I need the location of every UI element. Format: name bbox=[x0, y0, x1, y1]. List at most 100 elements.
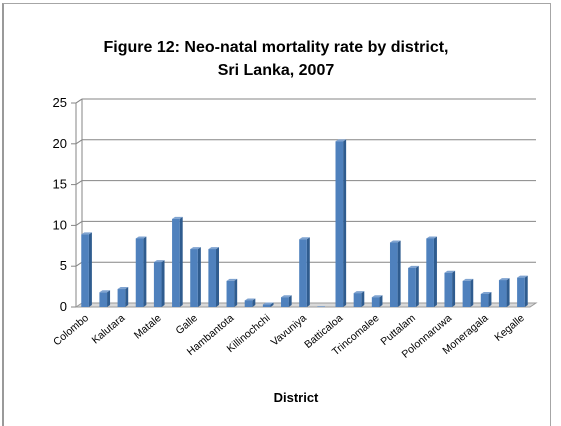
bar-top bbox=[498, 278, 510, 281]
bar bbox=[426, 236, 437, 307]
bar bbox=[281, 295, 292, 307]
bar-face bbox=[335, 141, 344, 307]
bar-top bbox=[117, 287, 129, 290]
bar-side bbox=[415, 265, 419, 307]
bar-top bbox=[226, 278, 238, 281]
bar-side bbox=[143, 236, 147, 307]
bar-face bbox=[353, 293, 362, 307]
bar-face bbox=[81, 234, 89, 307]
bar-face bbox=[99, 292, 108, 307]
bar-side bbox=[452, 270, 456, 307]
bar bbox=[262, 302, 274, 307]
bar-face bbox=[208, 249, 217, 307]
bar-side bbox=[270, 302, 274, 307]
bar-face bbox=[135, 238, 144, 307]
bar-side bbox=[379, 295, 383, 307]
bar-top bbox=[208, 247, 220, 250]
bar-face bbox=[371, 297, 380, 307]
bar-face bbox=[389, 242, 398, 307]
bar-top bbox=[244, 298, 256, 301]
bar bbox=[480, 291, 492, 307]
bar-top bbox=[99, 290, 111, 293]
bar bbox=[244, 298, 256, 307]
bar-top bbox=[153, 260, 165, 263]
bar bbox=[444, 270, 456, 307]
bar-face bbox=[498, 280, 507, 307]
bar bbox=[190, 247, 201, 307]
bar-face bbox=[408, 267, 416, 307]
bar bbox=[81, 232, 92, 307]
bar-side bbox=[234, 278, 238, 307]
bar-face bbox=[281, 297, 289, 307]
bar-top bbox=[135, 236, 147, 239]
gridline-side bbox=[75, 98, 83, 104]
y-axis-ticks: 0 5 10 15 20 25 bbox=[53, 95, 76, 314]
bar bbox=[389, 240, 401, 307]
bar-face bbox=[262, 304, 271, 307]
bar-face bbox=[444, 272, 453, 307]
bar-side bbox=[288, 295, 292, 307]
gridline-side bbox=[75, 220, 83, 226]
gridline-side bbox=[75, 139, 83, 145]
y-tick-label: 20 bbox=[53, 136, 67, 151]
bar-side bbox=[252, 298, 256, 307]
bar-top bbox=[371, 295, 383, 298]
x-tick-label: Galle bbox=[173, 312, 200, 337]
bar-top bbox=[190, 247, 201, 250]
bar bbox=[353, 291, 365, 307]
y-tick-label: 10 bbox=[53, 217, 67, 232]
bar-side bbox=[125, 287, 129, 307]
x-axis-label: District bbox=[274, 390, 319, 405]
bar-side bbox=[161, 260, 165, 307]
y-tick-label: 0 bbox=[60, 299, 67, 314]
bar-top bbox=[172, 216, 183, 219]
bar bbox=[299, 237, 310, 307]
bar bbox=[498, 278, 510, 307]
bar-top bbox=[262, 302, 274, 305]
chart-title: Figure 12: Neo-natal mortality rate by d… bbox=[104, 39, 449, 56]
x-tick-label: Kalutara bbox=[90, 312, 128, 346]
bar-top bbox=[517, 275, 528, 278]
bar-side bbox=[470, 278, 474, 307]
bar bbox=[408, 265, 419, 307]
bar-top bbox=[353, 291, 365, 294]
bar-face bbox=[117, 289, 126, 307]
bar-face bbox=[517, 277, 525, 307]
bar-face bbox=[190, 249, 198, 307]
bar-face bbox=[462, 280, 471, 307]
bar-side bbox=[361, 291, 365, 307]
bars bbox=[81, 139, 528, 307]
bar-top bbox=[408, 265, 419, 268]
bar-top bbox=[281, 295, 292, 298]
bar-top bbox=[389, 240, 401, 243]
bar bbox=[117, 287, 129, 307]
y-tick-label: 25 bbox=[53, 95, 67, 110]
bar-side bbox=[488, 291, 492, 307]
bar-face bbox=[226, 280, 235, 307]
x-tick-label: Colombo bbox=[51, 312, 91, 348]
y-tick-label: 15 bbox=[53, 177, 67, 192]
bar bbox=[99, 290, 111, 307]
bar bbox=[172, 216, 183, 307]
bar-side bbox=[397, 240, 401, 307]
bar-side bbox=[306, 237, 310, 307]
bar-side bbox=[343, 139, 347, 307]
bar-side bbox=[433, 236, 437, 307]
bar-face bbox=[172, 218, 180, 307]
bar bbox=[462, 278, 474, 307]
bar-top bbox=[81, 232, 92, 235]
bar-side bbox=[179, 216, 183, 307]
bar-top bbox=[480, 291, 492, 294]
bar bbox=[226, 278, 238, 307]
chart-frame bbox=[2, 3, 551, 426]
bar bbox=[371, 295, 383, 307]
bar-top bbox=[335, 139, 347, 142]
bar bbox=[317, 306, 325, 307]
x-tick-label: Matale bbox=[132, 312, 164, 342]
bar-top bbox=[426, 236, 437, 239]
bar bbox=[517, 275, 528, 307]
chart-subtitle: Sri Lanka, 2007 bbox=[218, 62, 335, 79]
bar-face bbox=[153, 262, 162, 307]
